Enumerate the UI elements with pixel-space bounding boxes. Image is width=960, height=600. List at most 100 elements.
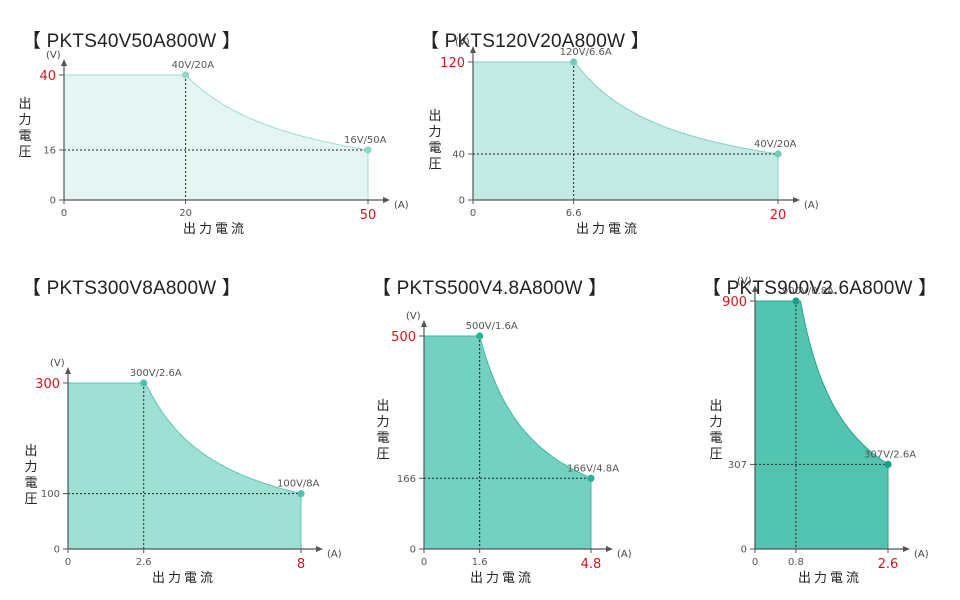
y-axis-title-char: 圧 (376, 447, 389, 462)
y-axis-title-char: 圧 (709, 447, 722, 462)
x-unit-label: (A) (394, 200, 409, 211)
y-unit-label: (V) (737, 276, 752, 287)
y-tick-label: 40 (452, 150, 465, 161)
y-tick-label: 0 (50, 196, 56, 207)
y-tick-label: 0 (410, 545, 416, 556)
y-axis-title-char: 力 (18, 113, 31, 128)
x-tick-label: 0 (752, 557, 758, 568)
x-axis-arrow (903, 546, 910, 552)
y-tick-label: 307 (728, 460, 747, 471)
y-tick-label: 300 (35, 377, 60, 392)
chart-2-title: 【 PKTS120V20A800W 】 (420, 31, 650, 52)
y-tick-label: 500 (391, 330, 416, 345)
data-point (297, 490, 305, 498)
data-point-label: 40V/20A (754, 139, 797, 150)
y-tick-label: 166 (397, 474, 416, 485)
data-point (587, 474, 595, 482)
y-axis-title-char: 電 (428, 141, 441, 156)
data-point (570, 58, 578, 66)
y-axis-title-char: 出 (24, 444, 37, 459)
y-axis-arrow (752, 285, 758, 292)
y-axis-title-char: 力 (428, 125, 441, 140)
y-axis-title-char: 電 (709, 431, 722, 446)
y-axis-title-char: 出 (428, 109, 441, 124)
data-point-label: 40V/20A (172, 60, 215, 71)
y-axis-title-char: 圧 (24, 492, 37, 507)
x-tick-label: 0.8 (788, 557, 804, 568)
data-point (140, 379, 148, 387)
x-unit-label: (A) (327, 549, 342, 560)
operating-area (64, 75, 368, 200)
data-point (364, 146, 372, 154)
y-axis-title-char: 電 (376, 431, 389, 446)
x-axis-arrow (793, 197, 800, 203)
x-unit-label: (A) (914, 549, 929, 560)
x-tick-label: 20 (179, 208, 192, 219)
operating-area (68, 383, 301, 549)
x-axis-title: 出力電流 (798, 571, 862, 586)
y-axis-title-char: 出 (709, 399, 722, 414)
y-axis-title-char: 力 (709, 415, 722, 430)
operating-area (424, 336, 591, 549)
y-axis-arrow (421, 320, 427, 327)
data-point (884, 460, 892, 469)
y-unit-label: (V) (455, 37, 470, 48)
x-axis-title: 出力電流 (183, 222, 247, 237)
data-point-label: 120V/6.6A (560, 47, 612, 58)
x-tick-label: 6.6 (566, 208, 582, 219)
x-axis-arrow (316, 546, 323, 552)
chart-3-title: 【 PKTS300V8A800W 】 (22, 278, 242, 299)
y-axis-title-char: 出 (18, 97, 31, 112)
data-point (476, 332, 484, 340)
y-tick-label: 900 (722, 295, 747, 310)
x-axis-title: 出力電流 (576, 222, 640, 237)
y-axis-title-char: 力 (376, 415, 389, 430)
data-point-label: 100V/8A (277, 479, 320, 490)
x-unit-label: (A) (617, 549, 632, 560)
x-axis-title: 出力電流 (152, 571, 216, 586)
x-tick-label: 50 (360, 208, 377, 223)
data-point-label: 307V/2.6A (864, 449, 916, 460)
x-tick-label: 0 (65, 557, 71, 568)
x-tick-label: 0 (421, 557, 427, 568)
x-axis-arrow (606, 546, 613, 552)
area-boundary (473, 61, 779, 200)
x-tick-label: 2.6 (878, 557, 899, 572)
x-tick-label: 1.6 (472, 557, 488, 568)
y-axis-title-char: 圧 (428, 157, 441, 172)
data-point-label: 16V/50A (344, 135, 387, 146)
area-boundary (755, 300, 889, 549)
y-axis-arrow (470, 46, 476, 53)
y-unit-label: (V) (46, 50, 61, 61)
operating-area (755, 301, 888, 549)
y-axis-title-char: 圧 (18, 145, 31, 160)
x-tick-label: 4.8 (581, 557, 602, 572)
y-unit-label: (V) (406, 311, 421, 322)
x-tick-label: 20 (770, 208, 787, 223)
y-axis-title-char: 電 (18, 129, 31, 144)
x-axis-arrow (383, 197, 390, 203)
y-axis-arrow (65, 367, 71, 374)
y-tick-label: 0 (741, 545, 747, 556)
y-axis-arrow (61, 59, 67, 66)
data-point (774, 150, 782, 158)
chart-1-title: 【 PKTS40V50A800W 】 (22, 31, 242, 52)
area-boundary (68, 382, 302, 549)
data-point (792, 297, 800, 305)
data-point-label: 300V/2.6A (130, 368, 182, 379)
x-tick-label: 8 (297, 557, 305, 572)
y-unit-label: (V) (50, 358, 65, 369)
area-boundary (424, 335, 592, 549)
y-tick-label: 100 (41, 489, 60, 500)
data-point-label: 500V/1.6A (466, 321, 518, 332)
x-tick-label: 2.6 (136, 557, 152, 568)
chart-4-title: 【 PKTS500V4.8A800W 】 (372, 278, 608, 299)
operating-area (473, 62, 778, 200)
y-axis-title-char: 電 (24, 476, 37, 491)
